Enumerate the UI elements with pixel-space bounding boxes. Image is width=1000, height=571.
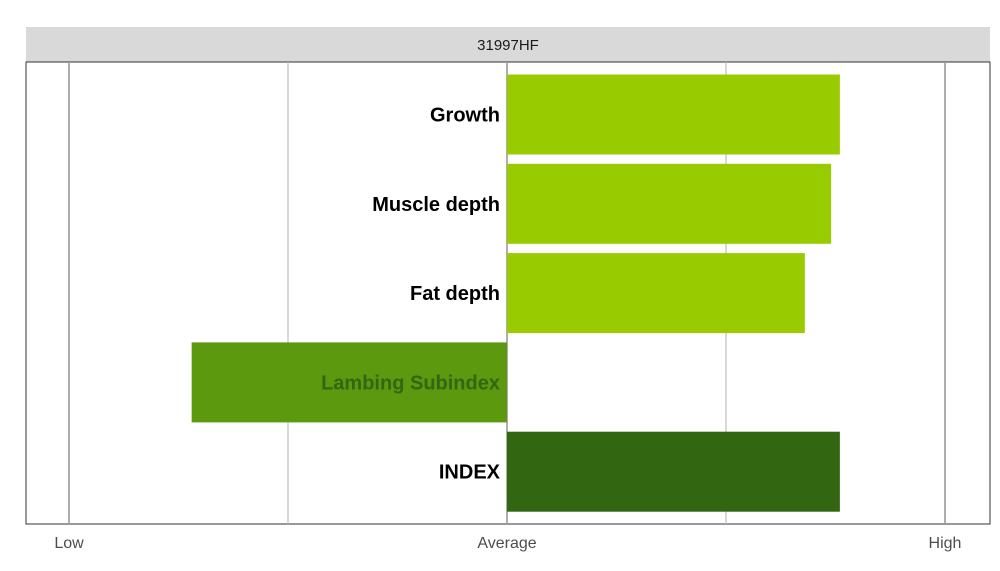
bars — [191, 74, 840, 512]
bar — [191, 342, 507, 423]
category-labels: Growth Muscle depth Fat depth Lambing Subin… — [321, 105, 501, 484]
category-label: Muscle depth — [372, 194, 500, 216]
bar — [507, 253, 805, 334]
x-tick-label: High — [929, 535, 962, 552]
chart-title: 31997HF — [477, 37, 539, 54]
x-tick-label: Average — [477, 535, 536, 552]
bar — [507, 163, 832, 244]
title-strip — [26, 27, 990, 62]
bar — [507, 74, 840, 155]
category-label: Lambing Subindex — [321, 372, 500, 394]
bar — [507, 431, 840, 512]
category-label: INDEX — [439, 462, 501, 484]
x-axis: Low Average High — [54, 535, 961, 552]
category-label: Fat depth — [410, 283, 500, 305]
x-tick-label: Low — [54, 535, 84, 552]
category-label: Growth — [430, 105, 500, 127]
